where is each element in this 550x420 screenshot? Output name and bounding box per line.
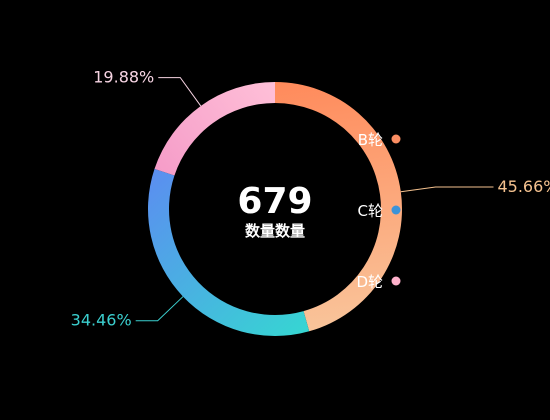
legend-dot-d <box>391 276 401 286</box>
legend-dot-b <box>391 134 401 144</box>
slice-d[interactable] <box>154 82 275 176</box>
legend-dot-c <box>391 205 401 215</box>
percent-label-b: 45.66% <box>497 177 550 196</box>
leader-line-d <box>158 77 202 107</box>
legend-item-d[interactable]: D轮 <box>356 273 401 291</box>
legend-item-c[interactable]: C轮 <box>358 202 401 220</box>
slice-c[interactable] <box>148 168 310 336</box>
leader-line-c <box>135 296 184 322</box>
center-value: 679 <box>237 181 312 222</box>
percent-label-d: 19.88% <box>93 68 154 87</box>
legend-label-d: D轮 <box>356 273 383 291</box>
legend-item-b[interactable]: B轮 <box>358 131 401 149</box>
legend-label-b: B轮 <box>358 131 383 149</box>
slice-b[interactable] <box>275 82 403 332</box>
leader-line-b <box>400 186 494 193</box>
center-label: 数量数量 <box>245 222 305 240</box>
legend-label-c: C轮 <box>358 202 383 220</box>
percent-label-c: 34.46% <box>71 311 132 330</box>
